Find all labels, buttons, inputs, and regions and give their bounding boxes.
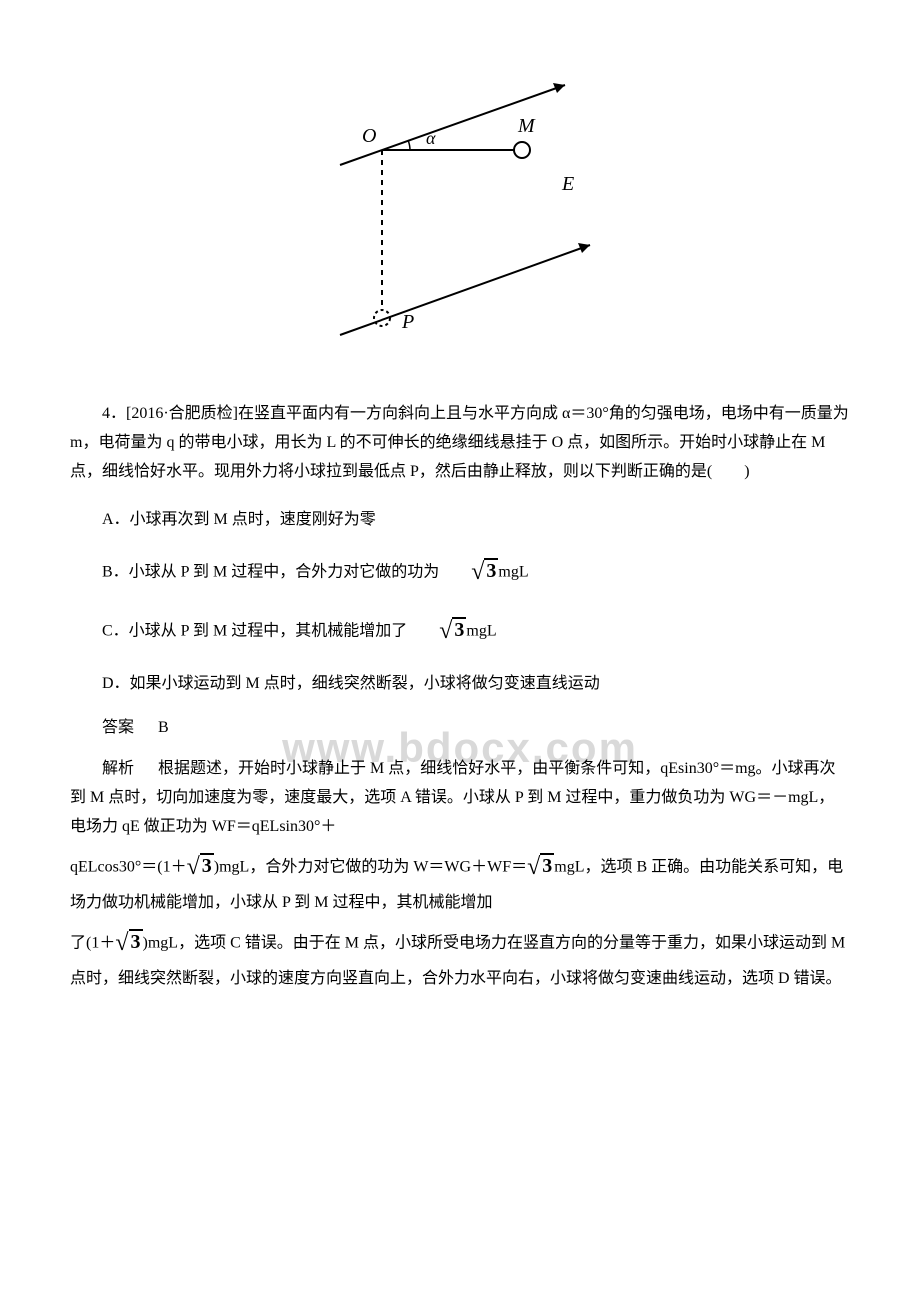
explanation-p3: 了(1＋√3)mgL，选项 C 错误。由于在 M 点，小球所受电场力在竖直方向的… — [70, 922, 850, 994]
svg-text:P: P — [401, 311, 414, 333]
exp2-prefix: qELcos30°＝(1＋ — [70, 858, 187, 875]
option-b-suffix: mgL — [498, 563, 528, 580]
option-b: B．小球从 P 到 M 过程中，合外力对它做的功为√3mgL — [70, 551, 850, 594]
sqrt-3: √3 — [187, 844, 214, 887]
figure-container: O α M E P — [70, 70, 850, 360]
option-b-prefix: B．小球从 P 到 M 过程中，合外力对它做的功为 — [102, 563, 439, 580]
sqrt-3: √3 — [115, 920, 142, 963]
answer-label: 答案 — [102, 719, 134, 736]
explanation-label: 解析 — [102, 760, 134, 777]
answer-value: B — [158, 719, 169, 736]
question-source: [2016·合肥质检] — [126, 405, 238, 422]
sqrt-3: √3 — [439, 549, 498, 592]
sqrt-3: √3 — [407, 608, 466, 651]
physics-diagram: O α M E P — [310, 70, 610, 360]
sqrt-3: √3 — [527, 844, 554, 887]
explanation-text1: 根据题述，开始时小球静止于 M 点，细线恰好水平，由平衡条件可知，qEsin30… — [70, 760, 836, 835]
question-number: 4． — [102, 405, 126, 422]
option-a: A．小球再次到 M 点时，速度刚好为零 — [70, 506, 850, 535]
option-c-prefix: C．小球从 P 到 M 过程中，其机械能增加了 — [102, 623, 407, 640]
option-d: D．如果小球运动到 M 点时，细线突然断裂，小球将做匀变速直线运动 — [70, 670, 850, 699]
question-stem: 4．[2016·合肥质检]在竖直平面内有一方向斜向上且与水平方向成 α＝30°角… — [70, 400, 850, 486]
exp2-mid: )mgL，合外力对它做的功为 W＝WG＋WF＝ — [214, 858, 527, 875]
exp3-suffix: )mgL，选项 C 错误。由于在 M 点，小球所受电场力在竖直方向的分量等于重力… — [70, 934, 845, 987]
answer-line: 答案 B — [70, 714, 850, 743]
svg-text:O: O — [362, 125, 376, 147]
svg-text:E: E — [561, 173, 574, 195]
svg-text:M: M — [517, 115, 536, 137]
explanation-p1: 解析根据题述，开始时小球静止于 M 点，细线恰好水平，由平衡条件可知，qEsin… — [70, 755, 850, 841]
option-c-suffix: mgL — [466, 623, 496, 640]
explanation-p2: qELcos30°＝(1＋√3)mgL，合外力对它做的功为 W＝WG＋WF＝√3… — [70, 846, 850, 918]
option-c: C．小球从 P 到 M 过程中，其机械能增加了√3mgL — [70, 610, 850, 653]
exp3-prefix: 了(1＋ — [70, 934, 115, 951]
svg-text:α: α — [426, 128, 436, 148]
